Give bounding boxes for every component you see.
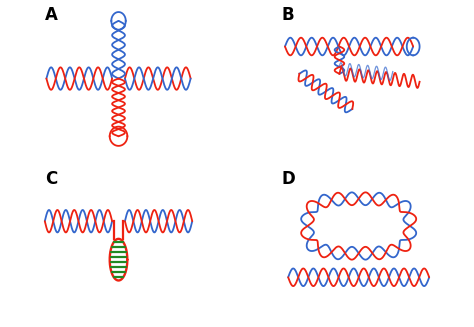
Text: A: A: [45, 7, 58, 25]
Text: C: C: [45, 170, 57, 188]
Text: B: B: [282, 7, 294, 25]
Text: D: D: [282, 170, 295, 188]
